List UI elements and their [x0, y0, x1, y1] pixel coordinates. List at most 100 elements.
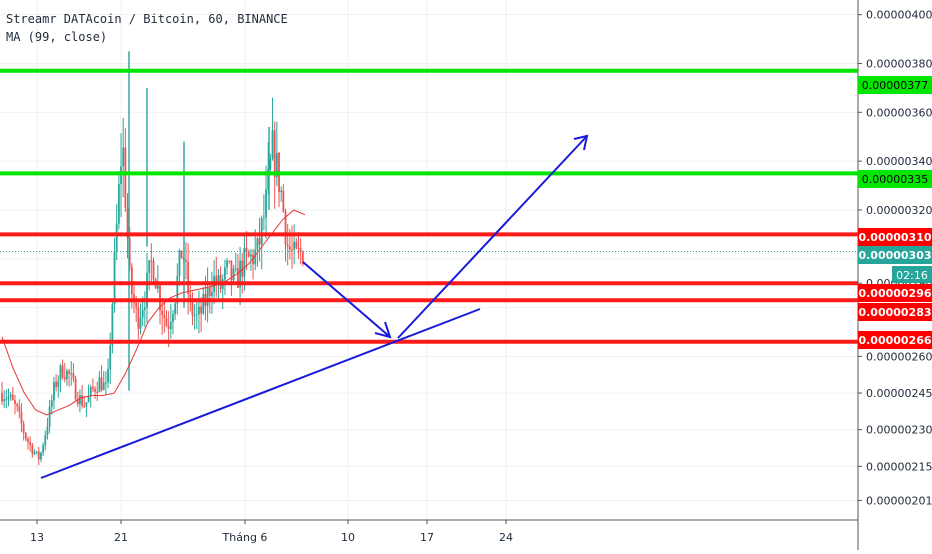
price-tag-label: 0.00000283	[858, 306, 931, 319]
candle-body	[172, 314, 174, 323]
candle-body	[260, 218, 263, 245]
candle-body	[61, 365, 64, 378]
candle-body	[74, 378, 77, 400]
y-axis-tick-label: 0.00000260	[866, 350, 932, 363]
candle-body	[81, 395, 83, 406]
candle-body	[217, 274, 220, 285]
candle-body	[79, 395, 81, 405]
candle-body	[189, 294, 192, 301]
candle-body	[265, 189, 267, 218]
y-axis-tick-label: 0.00000245	[866, 387, 932, 400]
candle-body	[48, 406, 51, 427]
candle-body	[70, 373, 73, 375]
candle-body	[126, 207, 129, 238]
candle-body	[109, 345, 112, 370]
candle-body	[267, 168, 270, 190]
candle-body	[24, 433, 27, 439]
up-arrow-head[interactable]	[573, 134, 589, 151]
down-arrow-line[interactable]	[302, 261, 391, 338]
candle-body	[20, 411, 23, 424]
candle-body	[200, 306, 203, 314]
y-axis-tick-label: 0.00000400	[866, 9, 932, 22]
candle-body	[53, 381, 55, 401]
candle-body	[232, 268, 235, 281]
candle-body	[273, 130, 276, 178]
candle-body	[68, 370, 70, 374]
candle-body	[66, 370, 68, 380]
candle-body	[46, 426, 49, 436]
candle-body	[72, 373, 75, 379]
candle-body	[178, 250, 181, 276]
candle-body	[191, 300, 194, 316]
candle-body	[208, 287, 211, 296]
candle-body	[234, 268, 237, 270]
price-tag	[858, 76, 932, 94]
candle-body	[291, 249, 293, 251]
candle-body	[63, 377, 66, 380]
candle-body	[141, 309, 144, 318]
candle-body	[29, 441, 32, 445]
candle-body	[14, 400, 16, 405]
symbol-title: Streamr DATAcoin / Bitcoin, 60, BINANCE	[6, 12, 288, 26]
candle-body	[215, 276, 218, 285]
price-tag-label: 0.00000296	[858, 287, 931, 300]
price-tag	[858, 303, 932, 321]
candle-body	[146, 272, 148, 308]
candle-body	[148, 260, 151, 273]
candle-body	[130, 266, 133, 295]
candle-body	[163, 315, 166, 318]
y-axis-tick-label: 0.00000215	[866, 460, 932, 473]
candle-body	[18, 406, 21, 412]
price-tag-label: 0.00000310	[858, 231, 931, 244]
candle-body	[237, 268, 239, 288]
candle-body	[161, 310, 164, 316]
candle-body	[282, 190, 285, 212]
candle-body	[230, 260, 233, 281]
candle-body	[297, 247, 300, 249]
x-axis-tick-label: 17	[420, 531, 434, 544]
candle-body	[275, 152, 278, 178]
price-tag-label: 0.00000266	[858, 334, 931, 347]
candle-body	[85, 402, 88, 407]
moving-average-line	[1, 209, 306, 416]
candle-body	[211, 292, 213, 296]
candle-body	[206, 287, 209, 306]
candle-body	[9, 394, 12, 397]
candle-body	[258, 238, 261, 245]
candle-body	[202, 294, 205, 314]
y-axis-tick-label: 0.00000320	[866, 204, 932, 217]
price-tag-label: 0.00000335	[862, 173, 928, 186]
candle-body	[301, 252, 304, 265]
candle-body	[115, 223, 118, 252]
candle-body	[92, 387, 94, 389]
down-arrow-head[interactable]	[374, 321, 392, 339]
candle-body	[245, 247, 248, 253]
x-axis-tick-label: 21	[114, 531, 128, 544]
candle-body	[35, 451, 38, 453]
candle-body	[11, 394, 14, 401]
candle-body	[100, 377, 103, 391]
candle-body	[152, 260, 155, 280]
candle-body	[59, 365, 62, 381]
y-axis-tick-label: 0.00000201	[866, 494, 932, 507]
candle-body	[55, 381, 58, 387]
x-axis-tick-label: 13	[30, 531, 44, 544]
trendline[interactable]	[40, 308, 481, 479]
price-tag-label: 0.00000303	[858, 249, 931, 262]
candle-body	[239, 260, 241, 288]
candle-body	[44, 435, 47, 446]
candle-body	[111, 304, 114, 346]
candle-body	[280, 190, 283, 193]
candle-body	[40, 452, 42, 460]
candle-body	[269, 158, 272, 169]
candle-body	[286, 244, 289, 247]
candle-body	[195, 314, 198, 316]
candle-body	[117, 183, 120, 224]
candle-body	[135, 302, 138, 308]
candle-body	[104, 382, 107, 384]
candle-body	[293, 241, 296, 250]
up-arrow-line[interactable]	[397, 135, 588, 339]
candle-body	[252, 254, 254, 265]
